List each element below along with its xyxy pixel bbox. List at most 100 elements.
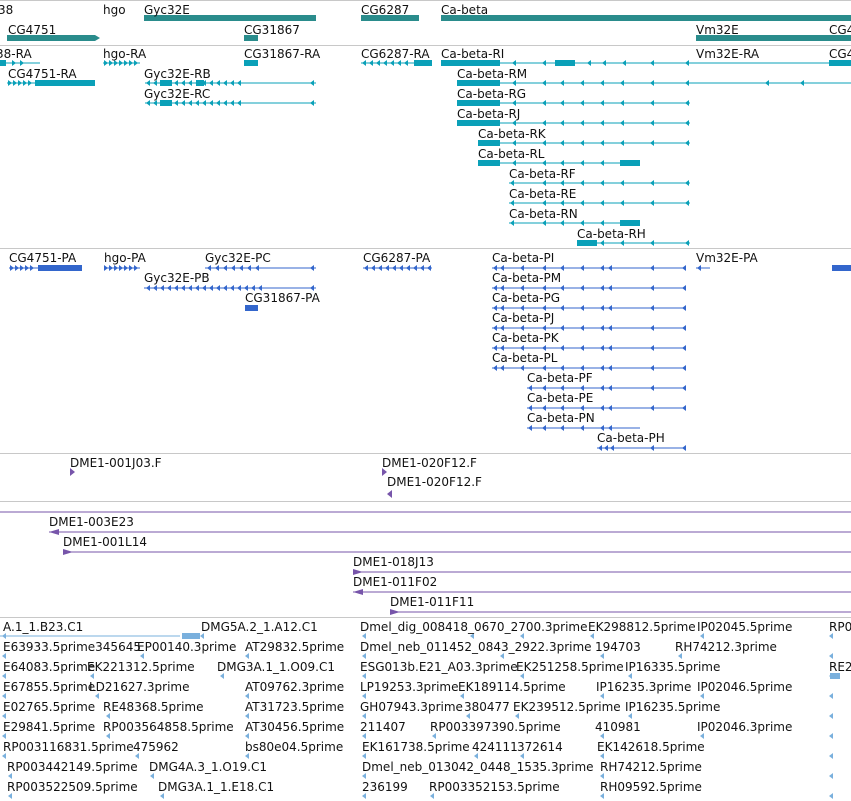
est-glyph[interactable] [2, 753, 6, 759]
est-label[interactable]: EP00140.3prime [137, 640, 237, 654]
transcript-glyph-gyc32e-rc-strand-chevron[interactable] [181, 100, 185, 106]
protein-label[interactable]: Gyc32E-PB [144, 271, 210, 285]
est-label[interactable]: RP003116831.5prime [3, 740, 134, 754]
protein-glyph-gyc32e-pb-strand-chevron[interactable] [167, 285, 171, 291]
transcript-glyph-ca-beta-re-strand-chevron[interactable] [600, 200, 604, 206]
protein-glyph-gyc32e-pb-strand-chevron[interactable] [216, 285, 220, 291]
protein-label[interactable]: Ca-beta-PN [527, 411, 595, 425]
transcript-glyph-ca-beta-rm-strand-chevron[interactable] [542, 80, 546, 86]
protein-glyph-ca-beta-p1-strand-chevron[interactable] [560, 285, 564, 291]
transcript-glyph-hgo-ra-strand-chevron[interactable] [129, 60, 133, 66]
transcript-glyph-cg4751-ra-strand-chevron[interactable] [8, 80, 12, 86]
transcript-glyph-cg4-exon[interactable] [829, 60, 851, 66]
transcript-glyph-ca-beta-rg-strand-chevron[interactable] [620, 100, 624, 106]
transcript-label[interactable]: 38-RA [0, 47, 32, 61]
est-glyph[interactable] [362, 653, 366, 659]
est-label[interactable]: EK298812.5prime [588, 620, 696, 634]
transcript-glyph-ca-beta-rg-strand-chevron[interactable] [685, 100, 689, 106]
transcript-glyph-ca-beta-rg-strand-chevron[interactable] [580, 100, 584, 106]
protein-label[interactable]: Ca-beta-PM [492, 271, 562, 285]
est-label[interactable]: DMG3A.1_1.O09.C1 [217, 660, 335, 674]
transcript-glyph-gyc32e-rb-strand-chevron[interactable] [230, 80, 234, 86]
protein-glyph-ca-beta-p1-strand-chevron[interactable] [580, 285, 584, 291]
est-label[interactable]: AT09762.3prime [245, 680, 345, 694]
est-glyph[interactable] [600, 793, 604, 799]
est-glyph[interactable] [2, 693, 6, 699]
protein-glyph-ca-beta-p4-strand-chevron[interactable] [493, 345, 497, 351]
transcript-glyph-gyc32e-rb-strand-chevron[interactable] [181, 80, 185, 86]
transcript-glyph-gyc32e-rc-strand-chevron[interactable] [146, 100, 150, 106]
transcript-label[interactable]: Ca-beta-RF [509, 167, 576, 181]
protein-label[interactable]: Ca-beta-PE [527, 391, 594, 405]
est-label[interactable]: AT30456.5prime [245, 720, 345, 734]
protein-glyph-ca-beta-p4-strand-chevron[interactable] [580, 345, 584, 351]
protein-glyph-ca-beta-p5-strand-chevron[interactable] [500, 365, 504, 371]
est-label[interactable]: LP19253.3prime [360, 680, 459, 694]
transcript-glyph-gyc32e-rc-strand-chevron[interactable] [237, 100, 241, 106]
transcript-glyph-cg6287-ra-exon[interactable] [414, 60, 432, 66]
transcript-glyph-gyc32e-rb-strand-chevron[interactable] [209, 80, 213, 86]
transcript-glyph-ca-beta-re-strand-chevron[interactable] [620, 200, 624, 206]
protein-glyph-ca-beta-pe-strand-chevron[interactable] [542, 405, 546, 411]
transcript-glyph-gyc32e-rc-strand-chevron[interactable] [188, 100, 192, 106]
est-glyph[interactable] [520, 633, 524, 639]
est-glyph[interactable] [500, 653, 504, 659]
protein-glyph-ca-beta-p2-strand-chevron[interactable] [650, 305, 654, 311]
est-glyph[interactable] [106, 733, 110, 739]
est-glyph[interactable] [600, 773, 604, 779]
transcript-label[interactable]: Ca-beta-RG [457, 87, 527, 101]
protein-glyph-ca-beta-p2-strand-chevron[interactable] [493, 305, 497, 311]
protein-glyph-ca-beta-p1-strand-chevron[interactable] [600, 285, 604, 291]
protein-glyph-gyc32e-pb-strand-chevron[interactable] [237, 285, 241, 291]
transcript-glyph-gyc32e-rb-strand-chevron[interactable] [195, 80, 199, 86]
protein-glyph-ca-beta-p1-strand-chevron[interactable] [520, 285, 524, 291]
est-glyph[interactable] [362, 753, 366, 759]
est-label[interactable]: EK239512.5prime [513, 700, 621, 714]
protein-glyph-ca-beta-p1-strand-chevron[interactable] [682, 285, 686, 291]
protein-glyph-ca-beta-pe-strand-chevron[interactable] [560, 405, 564, 411]
transcript-glyph-ca-beta-re-strand-chevron[interactable] [650, 200, 654, 206]
gene-glyph-cg4[interactable] [829, 35, 851, 41]
transcript-glyph-cg6287-ra-strand-chevron[interactable] [404, 60, 408, 66]
transcript-glyph-ca-beta-rg-strand-chevron[interactable] [542, 100, 546, 106]
transcript-glyph-ca-beta-rj-strand-chevron[interactable] [620, 120, 624, 126]
transcript-glyph-cg4751-ra-strand-chevron[interactable] [23, 80, 27, 86]
protein-glyph-gyc32e-pb-strand-chevron[interactable] [181, 285, 185, 291]
protein-glyph-gyc32e-pb-strand-chevron[interactable] [146, 285, 150, 291]
protein-glyph-ca-beta-p2-strand-chevron[interactable] [520, 305, 524, 311]
transcript-glyph-ca-beta-rl-strand-chevron[interactable] [560, 160, 564, 166]
est-label[interactable]: Dmel_neb_013042_0448_1535.3prime [362, 760, 594, 774]
protein-glyph-gyc32e-pc-strand-chevron[interactable] [247, 265, 251, 271]
transcript-glyph-gyc32e-rb-strand-chevron[interactable] [202, 80, 206, 86]
protein-glyph-gyc32e-pc-strand-chevron[interactable] [255, 265, 259, 271]
transcript-glyph-ca-beta-rh-strand-chevron[interactable] [620, 240, 624, 246]
transcript-glyph-ca-beta-rk-strand-chevron[interactable] [600, 140, 604, 146]
protein-glyph-gyc32e-pb-strand-chevron[interactable] [202, 285, 206, 291]
est-glyph[interactable] [829, 773, 833, 779]
protein-glyph-cg6287-pa-strand-chevron[interactable] [427, 265, 431, 271]
protein-glyph-cg4751-pa-strand-chevron[interactable] [20, 265, 24, 271]
protein-label[interactable]: CG31867-PA [245, 291, 320, 305]
est-label[interactable]: RE48368.5prime [103, 700, 204, 714]
est-glyph[interactable] [245, 753, 249, 759]
est-label[interactable]: IP16335.5prime [625, 660, 721, 674]
transcript-glyph-ca-beta-rf-strand-chevron[interactable] [542, 180, 546, 186]
protein-glyph-ca-beta-p3-strand-chevron[interactable] [542, 325, 546, 331]
transcript-glyph-hgo-ra-strand-chevron[interactable] [119, 60, 123, 66]
clone-glyph-end[interactable] [390, 609, 400, 615]
est-label[interactable]: E29841.5prime [3, 720, 96, 734]
est-label[interactable]: 380477 [464, 700, 510, 714]
transcript-label[interactable]: Gyc32E-RC [144, 87, 211, 101]
est-label[interactable]: E63933.5prime345645 [3, 640, 141, 654]
gene-glyph-cg31867[interactable] [244, 35, 258, 41]
transcript-glyph-ca-beta-rj-strand-chevron[interactable] [650, 120, 654, 126]
est-glyph[interactable] [220, 673, 224, 679]
protein-glyph-hgo-pa-strand-chevron[interactable] [114, 265, 118, 271]
transcript-glyph-ca-beta-rk-strand-chevron[interactable] [685, 140, 689, 146]
transcript-glyph-ca-beta-rn-strand-chevron[interactable] [510, 220, 514, 226]
transcript-glyph-ca-beta-rn-strand-chevron[interactable] [542, 220, 546, 226]
protein-glyph-gyc32e-pb-strand-chevron[interactable] [223, 285, 227, 291]
protein-glyph-cg4751-pa-strand-chevron[interactable] [30, 265, 34, 271]
est-glyph[interactable] [362, 633, 366, 639]
protein-glyph-ca-beta-p3-strand-chevron[interactable] [520, 325, 524, 331]
